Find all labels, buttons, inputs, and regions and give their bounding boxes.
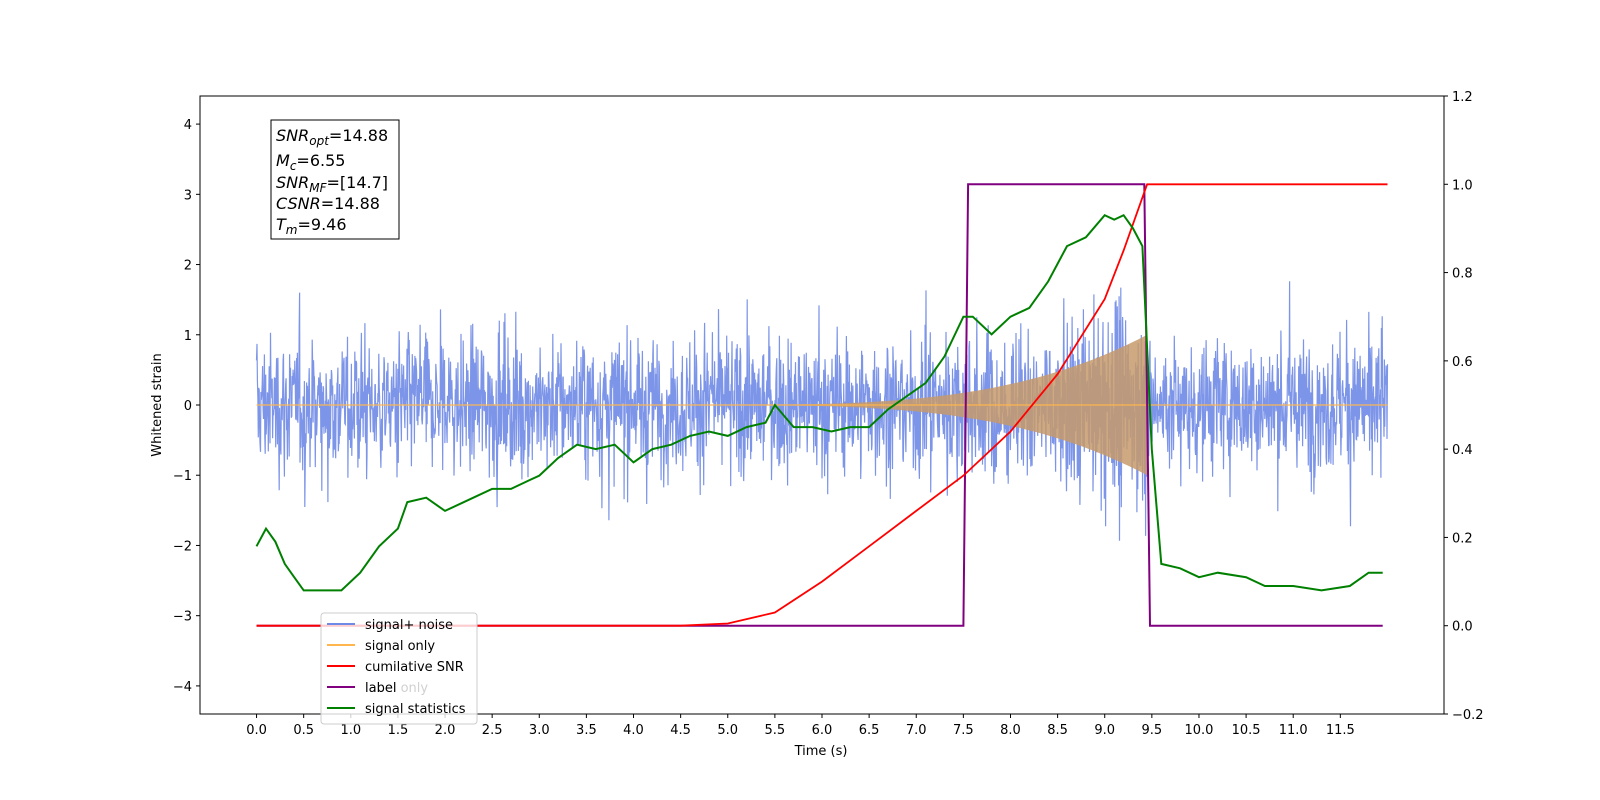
x-tick-label: 6.5	[859, 723, 880, 738]
annotation-snr-mf: SNRMF=[14.7]	[276, 173, 388, 195]
y2-tick-label: 1.2	[1452, 90, 1473, 105]
legend-signal-only: signal only	[365, 639, 435, 654]
x-tick-label: 11.0	[1279, 723, 1308, 738]
x-tick-label: 3.0	[529, 723, 550, 738]
x-tick-label: 9.0	[1094, 723, 1115, 738]
x-tick-label: 0.5	[293, 723, 314, 738]
y-tick-label: 3	[184, 188, 192, 203]
annotation-box: SNRopt=14.88 Mc=6.55 SNRMF=[14.7] CSNR=1…	[270, 119, 400, 240]
x-tick-label: 1.0	[340, 723, 361, 738]
legend-signal-noise: signal+ noise	[365, 618, 453, 633]
x-tick-label: 5.0	[717, 723, 738, 738]
y-tick-label: −2	[173, 539, 192, 554]
x-tick-label: 7.5	[953, 723, 974, 738]
y-tick-label: −4	[173, 680, 192, 695]
x-tick-label: 9.5	[1142, 723, 1163, 738]
annotation-csnr: CSNR=14.88	[276, 194, 380, 213]
x-tick-label: 10.0	[1184, 723, 1213, 738]
x-tick-label: 11.5	[1326, 723, 1355, 738]
series-signal-statistics	[255, 213, 1383, 592]
x-tick-label: 8.5	[1047, 723, 1068, 738]
series-signal-noise	[255, 281, 1389, 541]
x-tick-label: 2.0	[435, 723, 456, 738]
y-axis-label: Whitened strain	[150, 353, 165, 456]
x-tick-label: 3.5	[576, 723, 597, 738]
x-tick-label: 6.0	[812, 723, 833, 738]
plot-area	[255, 183, 1389, 627]
axes: 0.0 0.5 1.0 1.5 2.0 2.5 3.0 3.5 4.0 4.5 5.0 5.5 6.0 6…	[173, 90, 1484, 738]
legend-label-only: label only	[365, 681, 428, 696]
annotation-snr-opt: SNRopt=14.88	[276, 126, 388, 148]
y-tick-label: 0	[184, 399, 192, 414]
y2-tick-label: 0.4	[1452, 443, 1473, 458]
y2-tick-label: 1.0	[1452, 178, 1473, 193]
x-tick-label: 1.5	[388, 723, 409, 738]
y2-tick-label: 0.6	[1452, 355, 1473, 370]
y-tick-label: −1	[173, 469, 192, 484]
x-tick-label: 0.0	[246, 723, 267, 738]
x-tick-label: 4.5	[670, 723, 691, 738]
y-tick-label: 2	[184, 259, 192, 274]
y-tick-label: 1	[184, 329, 192, 344]
x-axis-label: Time (s)	[794, 744, 848, 759]
annotation-tm: Tm=9.46	[276, 215, 347, 237]
y-tick-label: 4	[184, 118, 192, 133]
annotation-mc: Mc=6.55	[276, 151, 345, 173]
x-tick-label: 5.5	[765, 723, 786, 738]
x-tick-label: 4.0	[623, 723, 644, 738]
x-tick-label: 8.0	[1000, 723, 1021, 738]
x-tick-label: 7.0	[906, 723, 927, 738]
legend: signal+ noise signal only cumilative SNR…	[320, 612, 478, 725]
series-cumulative-snr	[256, 183, 1388, 627]
legend-signal-statistics: signal statistics	[365, 702, 466, 717]
legend-label: label	[365, 681, 396, 696]
y-tick-label: −3	[173, 610, 192, 625]
y2-tick-label: 0.0	[1452, 620, 1473, 635]
x-tick-label: 10.5	[1232, 723, 1261, 738]
legend-cumulative-snr: cumilative SNR	[365, 660, 464, 675]
x-tick-label: 2.5	[482, 723, 503, 738]
y2-tick-label: 0.2	[1452, 531, 1473, 546]
series-label	[256, 183, 1383, 627]
y2-tick-label: 0.8	[1452, 267, 1473, 282]
y2-tick-label: −0.2	[1452, 708, 1484, 723]
